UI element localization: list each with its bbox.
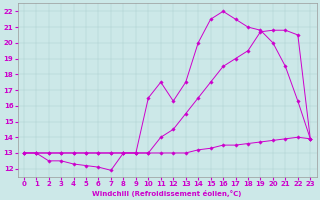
X-axis label: Windchill (Refroidissement éolien,°C): Windchill (Refroidissement éolien,°C) [92, 190, 242, 197]
